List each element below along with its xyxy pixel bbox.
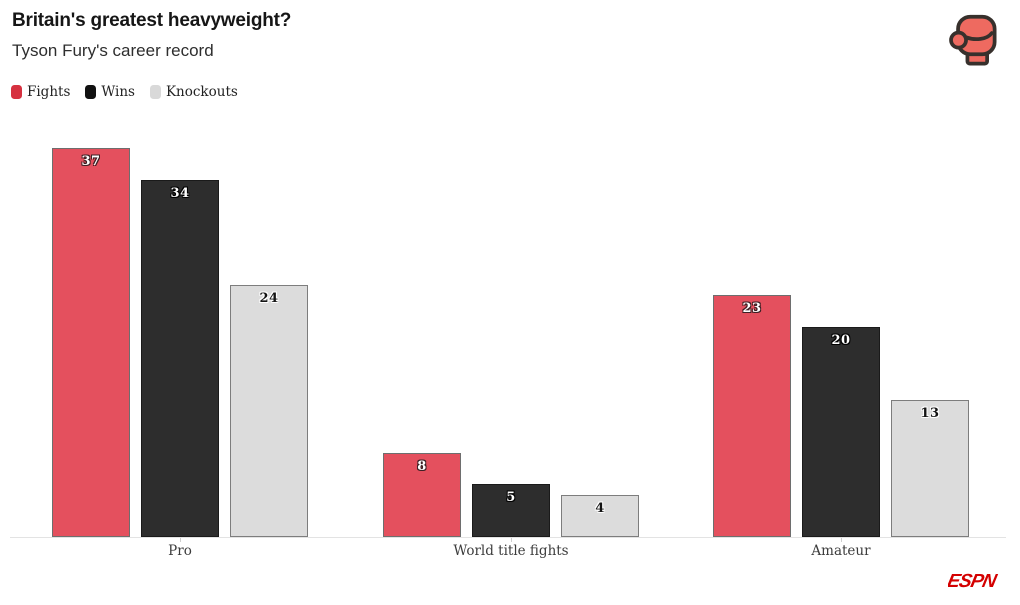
- legend-label-fights: Fights: [27, 84, 71, 100]
- bar-value-label: 4: [595, 501, 605, 516]
- page-title: Britain's greatest heavyweight?: [12, 10, 292, 31]
- bar-wins-world-title-fights: 5: [472, 484, 550, 537]
- bar-knockouts-world-title-fights: 4: [561, 495, 639, 537]
- bar-value-label: 23: [742, 301, 762, 316]
- bar-wins-pro: 34: [141, 180, 219, 537]
- x-axis-category-label: World title fights: [453, 543, 569, 559]
- x-axis-line: [10, 537, 1006, 538]
- bar-fights-amateur: 23: [713, 295, 791, 537]
- bar-knockouts-pro: 24: [230, 285, 308, 537]
- espn-logo: ESPN: [948, 571, 1000, 592]
- bar-knockouts-amateur: 13: [891, 400, 969, 537]
- bar-value-label: 24: [259, 291, 279, 306]
- bar-value-label: 34: [170, 186, 190, 201]
- legend-item-wins: Wins: [85, 84, 135, 100]
- legend-swatch-fights: [11, 85, 22, 99]
- bar-value-label: 5: [506, 490, 516, 505]
- x-axis-category-label: Amateur: [811, 543, 871, 559]
- boxing-glove-icon: [949, 14, 997, 66]
- legend-swatch-knockouts: [149, 85, 161, 99]
- bar-value-label: 37: [81, 154, 101, 169]
- bar-value-label: 8: [417, 459, 427, 474]
- bar-value-label: 20: [831, 333, 851, 348]
- legend: Fights Wins Knockouts: [11, 84, 238, 100]
- legend-label-knockouts: Knockouts: [165, 84, 238, 100]
- x-axis-tick: [511, 538, 512, 542]
- x-axis-tick: [180, 538, 181, 542]
- bar-wins-amateur: 20: [802, 327, 880, 537]
- legend-swatch-wins: [85, 85, 97, 99]
- bar-fights-world-title-fights: 8: [383, 453, 461, 537]
- page-subtitle: Tyson Fury's career record: [12, 41, 214, 60]
- legend-item-knockouts: Knockouts: [149, 84, 238, 100]
- x-axis-tick: [841, 538, 842, 542]
- legend-label-wins: Wins: [101, 84, 135, 100]
- espn-logo-text: ESPN: [948, 571, 1000, 592]
- bar-fights-pro: 37: [52, 148, 130, 537]
- legend-item-fights: Fights: [11, 84, 70, 100]
- bar-value-label: 13: [920, 406, 940, 421]
- x-axis-category-label: Pro: [168, 543, 192, 559]
